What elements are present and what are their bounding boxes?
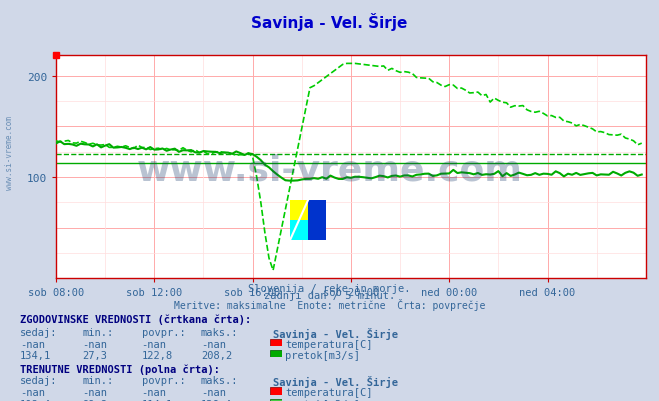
Text: 27,3: 27,3 — [82, 350, 107, 360]
Text: Meritve: maksimalne  Enote: metrične  Črta: povprečje: Meritve: maksimalne Enote: metrične Črta… — [174, 299, 485, 311]
Text: 208,2: 208,2 — [201, 350, 232, 360]
Text: sedaj:: sedaj: — [20, 327, 57, 337]
Text: -nan: -nan — [201, 339, 226, 349]
Text: Savinja - Vel. Širje: Savinja - Vel. Širje — [251, 13, 408, 31]
Text: sedaj:: sedaj: — [20, 375, 57, 385]
Text: -nan: -nan — [82, 339, 107, 349]
Text: www.si-vreme.com: www.si-vreme.com — [5, 115, 14, 189]
Bar — [308, 200, 326, 241]
Text: povpr.:: povpr.: — [142, 375, 185, 385]
Text: 114,1: 114,1 — [142, 399, 173, 401]
Text: maks.:: maks.: — [201, 375, 239, 385]
Text: -nan: -nan — [20, 339, 45, 349]
Text: -nan: -nan — [20, 387, 45, 397]
Text: pretok[m3/s]: pretok[m3/s] — [285, 350, 360, 360]
Text: pretok[m3/s]: pretok[m3/s] — [285, 399, 360, 401]
Text: -nan: -nan — [201, 387, 226, 397]
Text: min.:: min.: — [82, 375, 113, 385]
Text: zadnji dan / 5 minut.: zadnji dan / 5 minut. — [264, 291, 395, 301]
Text: 136,4: 136,4 — [201, 399, 232, 401]
Text: min.:: min.: — [82, 327, 113, 337]
Text: temperatura[C]: temperatura[C] — [285, 339, 373, 349]
Text: 99,8: 99,8 — [82, 399, 107, 401]
Text: Savinja - Vel. Širje: Savinja - Vel. Širje — [273, 375, 399, 387]
Text: TRENUTNE VREDNOSTI (polna črta):: TRENUTNE VREDNOSTI (polna črta): — [20, 363, 219, 374]
Text: -nan: -nan — [82, 387, 107, 397]
Text: 134,1: 134,1 — [20, 350, 51, 360]
Text: -nan: -nan — [142, 339, 167, 349]
Bar — [290, 200, 308, 221]
Text: 108,4: 108,4 — [20, 399, 51, 401]
Text: maks.:: maks.: — [201, 327, 239, 337]
Text: Savinja - Vel. Širje: Savinja - Vel. Širje — [273, 327, 399, 339]
Text: 122,8: 122,8 — [142, 350, 173, 360]
Text: temperatura[C]: temperatura[C] — [285, 387, 373, 397]
Text: Slovenija / reke in morje.: Slovenija / reke in morje. — [248, 284, 411, 294]
Bar — [290, 221, 308, 241]
Text: www.si-vreme.com: www.si-vreme.com — [136, 154, 523, 187]
Text: povpr.:: povpr.: — [142, 327, 185, 337]
Text: ZGODOVINSKE VREDNOSTI (črtkana črta):: ZGODOVINSKE VREDNOSTI (črtkana črta): — [20, 314, 251, 324]
Text: -nan: -nan — [142, 387, 167, 397]
